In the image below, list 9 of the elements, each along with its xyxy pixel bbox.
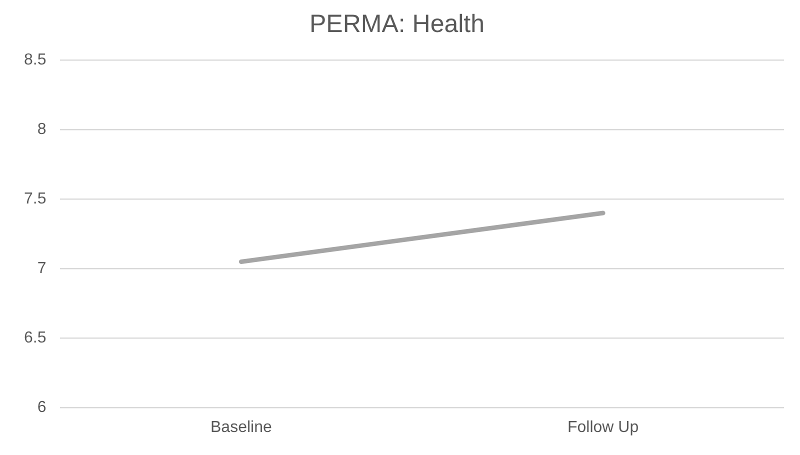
y-tick-label: 7.5 (24, 190, 46, 208)
chart-title: PERMA: Health (309, 10, 485, 38)
y-tick-label: 8 (37, 120, 46, 138)
y-tick-label: 7 (37, 260, 46, 278)
y-tick-label: 6.5 (24, 330, 46, 347)
y-tick-label: 8.5 (24, 51, 46, 68)
y-tick-label: 6 (37, 399, 46, 416)
x-tick-label: Baseline (210, 418, 272, 436)
x-tick-label: Follow Up (567, 418, 639, 436)
